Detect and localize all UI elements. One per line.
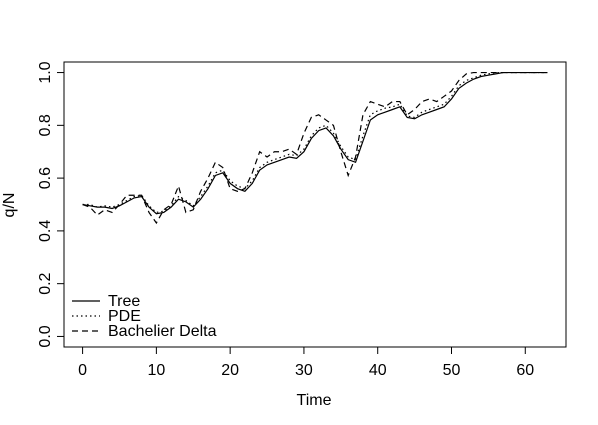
y-tick-label: 0.8 xyxy=(37,114,54,136)
legend-label: Tree xyxy=(108,293,140,310)
series-line xyxy=(82,71,548,215)
y-tick-label: 0.2 xyxy=(37,272,54,294)
x-tick-label: 40 xyxy=(369,362,387,379)
series-line xyxy=(82,71,548,214)
x-tick-label: 20 xyxy=(221,362,239,379)
x-tick-label: 60 xyxy=(516,362,534,379)
legend-label: Bachelier Delta xyxy=(108,323,217,340)
plot-box xyxy=(63,61,567,348)
x-tick-label: 10 xyxy=(147,362,165,379)
y-axis-label: q/N xyxy=(1,193,18,218)
x-tick-label: 50 xyxy=(443,362,461,379)
y-tick-label: 1.0 xyxy=(37,61,54,83)
y-tick-label: 0.6 xyxy=(37,167,54,189)
series-line xyxy=(82,71,548,225)
x-axis-label: Time xyxy=(297,392,332,409)
y-tick-label: 0.4 xyxy=(37,220,54,242)
legend-label: PDE xyxy=(108,308,141,325)
x-tick-label: 30 xyxy=(295,362,313,379)
y-tick-label: 0.0 xyxy=(37,325,54,347)
x-tick-label: 0 xyxy=(78,362,87,379)
